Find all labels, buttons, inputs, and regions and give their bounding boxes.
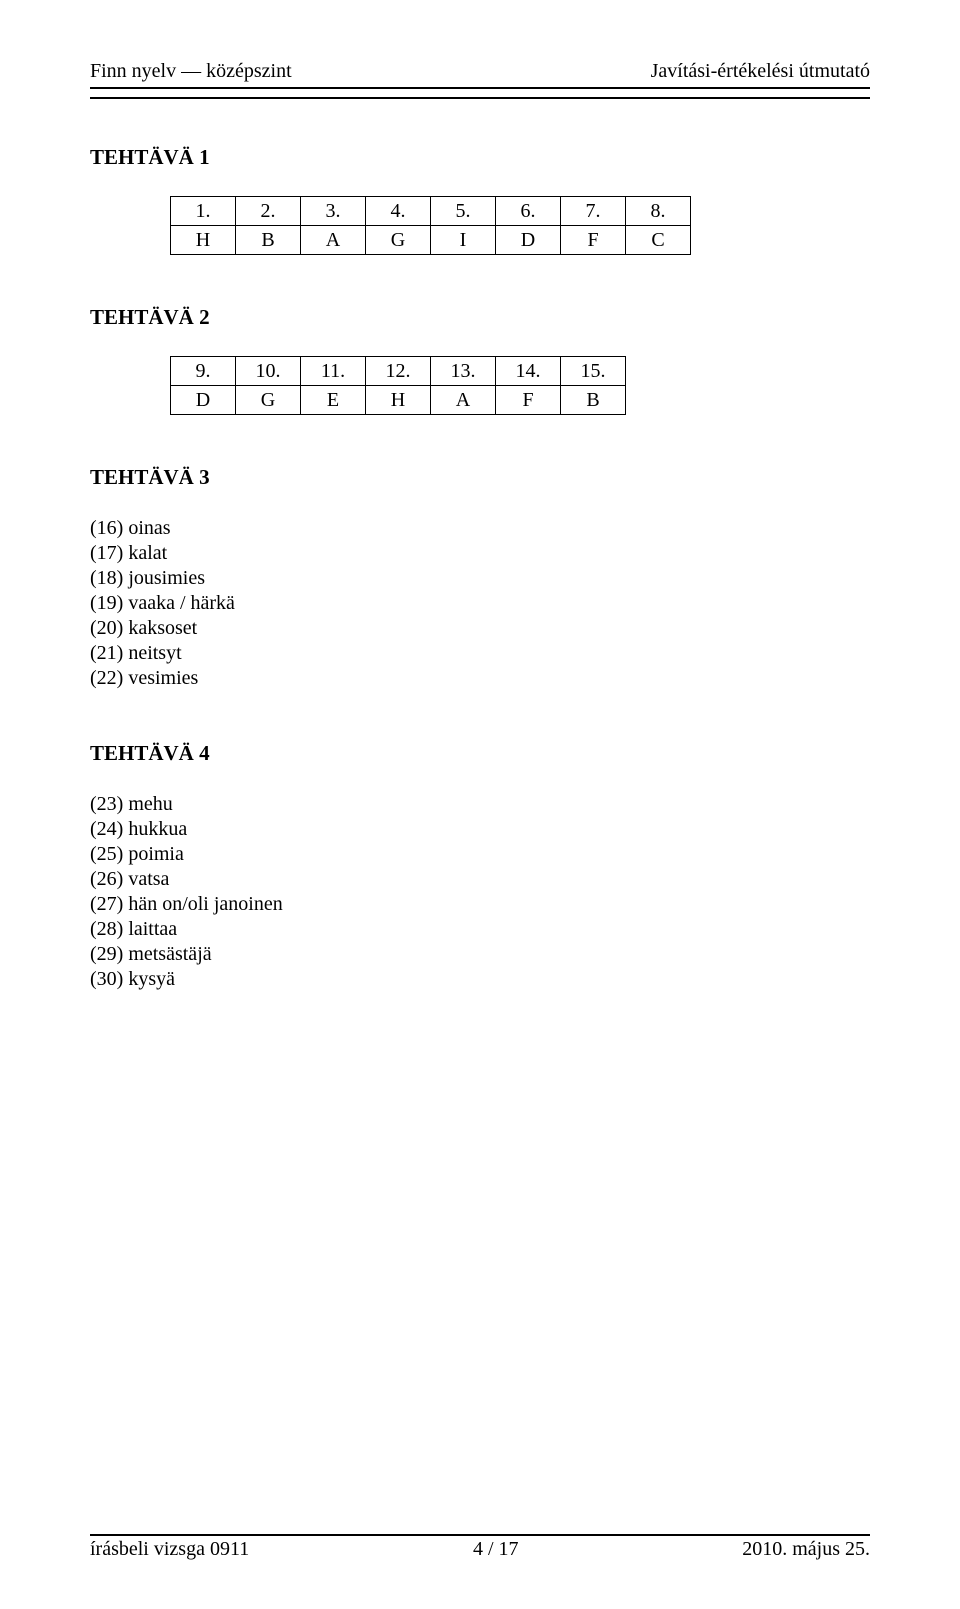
table-cell: 10. xyxy=(236,357,301,386)
list-item: (29) metsästäjä xyxy=(90,942,870,967)
header-left: Finn nyelv — középszint xyxy=(90,60,292,83)
section4-title: TEHTÄVÄ 4 xyxy=(90,741,870,766)
list-item: (28) laittaa xyxy=(90,917,870,942)
list-item: (30) kysyä xyxy=(90,967,870,992)
list-item: (27) hän on/oli janoinen xyxy=(90,892,870,917)
table-cell: B xyxy=(236,226,301,255)
table-cell: 7. xyxy=(561,197,626,226)
table-cell: C xyxy=(626,226,691,255)
table-cell: 3. xyxy=(301,197,366,226)
content-area: TEHTÄVÄ 1 1. 2. 3. 4. 5. 6. 7. 8. H B A … xyxy=(90,145,870,992)
table-cell: F xyxy=(561,226,626,255)
table-cell: 5. xyxy=(431,197,496,226)
section4-list: (23) mehu (24) hukkua (25) poimia (26) v… xyxy=(90,792,870,992)
table2: 9. 10. 11. 12. 13. 14. 15. D G E H A F B xyxy=(170,356,626,415)
table-cell: H xyxy=(366,386,431,415)
footer-right: 2010. május 25. xyxy=(742,1538,870,1561)
table-cell: 6. xyxy=(496,197,561,226)
table-cell: G xyxy=(366,226,431,255)
header-rule-2 xyxy=(90,97,870,99)
footer-center: 4 / 17 xyxy=(473,1538,519,1561)
table-cell: 1. xyxy=(171,197,236,226)
list-item: (16) oinas xyxy=(90,516,870,541)
footer-left: írásbeli vizsga 0911 xyxy=(90,1538,249,1561)
table-cell: F xyxy=(496,386,561,415)
table-cell: 2. xyxy=(236,197,301,226)
list-item: (26) vatsa xyxy=(90,867,870,892)
header-right: Javítási-értékelési útmutató xyxy=(651,60,870,83)
section1-title: TEHTÄVÄ 1 xyxy=(90,145,870,170)
table-cell: 11. xyxy=(301,357,366,386)
table-cell: 13. xyxy=(431,357,496,386)
section2-title: TEHTÄVÄ 2 xyxy=(90,305,870,330)
table-cell: 9. xyxy=(171,357,236,386)
list-item: (25) poimia xyxy=(90,842,870,867)
table-cell: 14. xyxy=(496,357,561,386)
table-row: 9. 10. 11. 12. 13. 14. 15. xyxy=(171,357,626,386)
table-cell: 12. xyxy=(366,357,431,386)
table1: 1. 2. 3. 4. 5. 6. 7. 8. H B A G I D F C xyxy=(170,196,691,255)
table-cell: A xyxy=(431,386,496,415)
table-cell: D xyxy=(171,386,236,415)
page-header: Finn nyelv — középszint Javítási-értékel… xyxy=(90,60,870,83)
table-cell: D xyxy=(496,226,561,255)
page: Finn nyelv — középszint Javítási-értékel… xyxy=(0,0,960,1609)
table-cell: G xyxy=(236,386,301,415)
table-row: D G E H A F B xyxy=(171,386,626,415)
table-cell: I xyxy=(431,226,496,255)
footer-rule xyxy=(90,1534,870,1536)
table-cell: H xyxy=(171,226,236,255)
table-cell: B xyxy=(561,386,626,415)
list-item: (23) mehu xyxy=(90,792,870,817)
list-item: (19) vaaka / härkä xyxy=(90,591,870,616)
section3-list: (16) oinas (17) kalat (18) jousimies (19… xyxy=(90,516,870,691)
page-footer: írásbeli vizsga 0911 4 / 17 2010. május … xyxy=(90,1532,870,1561)
section3-title: TEHTÄVÄ 3 xyxy=(90,465,870,490)
table-cell: E xyxy=(301,386,366,415)
list-item: (18) jousimies xyxy=(90,566,870,591)
list-item: (17) kalat xyxy=(90,541,870,566)
list-item: (24) hukkua xyxy=(90,817,870,842)
table-cell: 8. xyxy=(626,197,691,226)
table-cell: 4. xyxy=(366,197,431,226)
table-cell: A xyxy=(301,226,366,255)
table-row: 1. 2. 3. 4. 5. 6. 7. 8. xyxy=(171,197,691,226)
table-row: H B A G I D F C xyxy=(171,226,691,255)
table-cell: 15. xyxy=(561,357,626,386)
list-item: (20) kaksoset xyxy=(90,616,870,641)
list-item: (22) vesimies xyxy=(90,666,870,691)
list-item: (21) neitsyt xyxy=(90,641,870,666)
